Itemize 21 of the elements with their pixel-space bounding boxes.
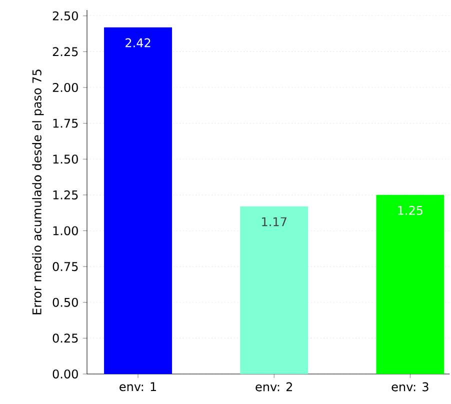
y-tick-label: 0.75 xyxy=(52,262,78,272)
data-label: 1.17 xyxy=(262,217,286,226)
x-tick-label: env: 1 xyxy=(120,382,156,392)
bar xyxy=(240,206,308,374)
y-tick-label: 0.50 xyxy=(52,298,78,307)
y-tick-label: 1.00 xyxy=(53,226,78,236)
y-tick-label: 2.00 xyxy=(52,82,78,92)
y-tick-label: 1.50 xyxy=(53,154,78,164)
y-tick-label: 1.75 xyxy=(53,118,78,128)
y-tick-label: 0.00 xyxy=(52,369,78,379)
x-tick-label: env: 3 xyxy=(392,382,428,392)
y-tick-label: 0.25 xyxy=(52,334,78,343)
x-tick-label: env: 2 xyxy=(256,382,292,392)
y-tick-label: 1.25 xyxy=(53,190,78,200)
y-tick-label: 2.50 xyxy=(52,11,78,20)
y-tick-label: 2.25 xyxy=(52,47,78,56)
data-label: 1.25 xyxy=(398,206,422,215)
bar xyxy=(376,194,444,374)
data-label: 2.42 xyxy=(126,38,150,48)
y-axis-title: Error medio acumulado desde el paso 75 xyxy=(32,70,44,314)
bar xyxy=(104,27,172,374)
